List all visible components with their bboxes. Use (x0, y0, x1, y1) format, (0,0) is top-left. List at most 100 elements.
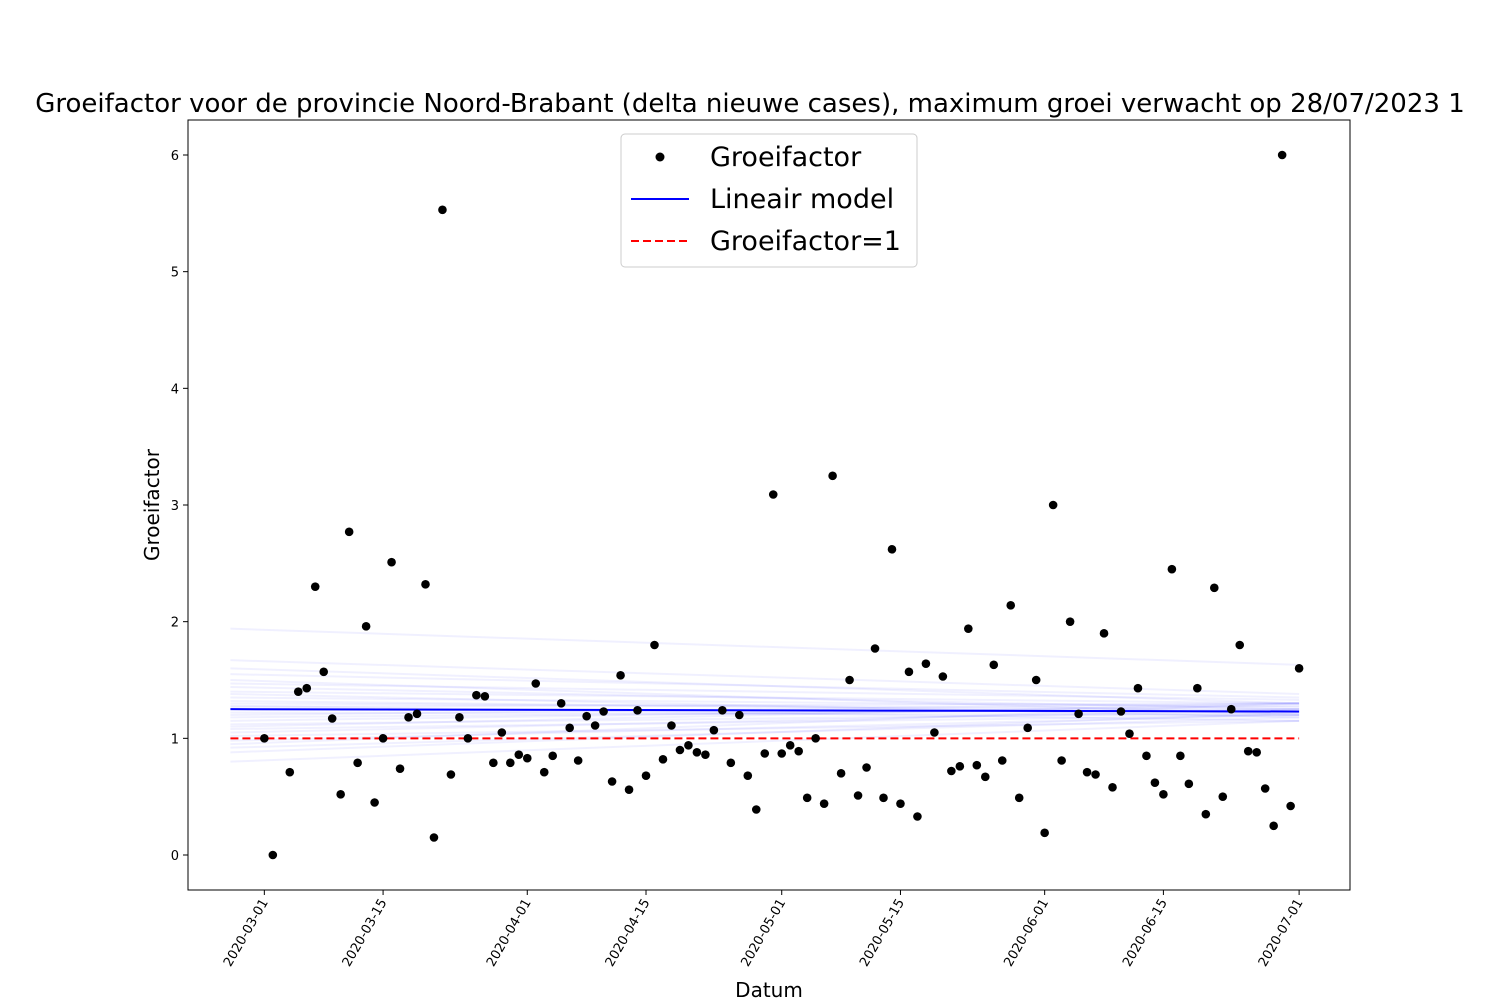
data-point (862, 763, 871, 772)
data-point (387, 557, 396, 567)
data-point (1260, 784, 1270, 793)
data-point (726, 758, 736, 768)
data-point (1159, 790, 1168, 799)
data-point (1031, 675, 1041, 685)
data-point (514, 750, 524, 759)
data-point (785, 741, 795, 750)
data-point (675, 745, 685, 755)
data-point (556, 699, 566, 708)
y-tick-label: 5 (171, 266, 179, 281)
data-point (463, 734, 473, 743)
x-tick-label: 2020-03-15 (340, 897, 391, 970)
data-point (760, 749, 770, 758)
bootstrap-line (230, 682, 1300, 701)
y-tick-label: 1 (171, 732, 179, 747)
data-point (1074, 709, 1083, 719)
data-point (336, 790, 345, 799)
x-tick-label: 2020-06-15 (1120, 897, 1171, 970)
y-axis: 0 1 2 3 4 5 6 (171, 149, 188, 864)
data-point (446, 770, 456, 779)
data-point (260, 734, 269, 743)
data-point (819, 799, 829, 808)
data-point (896, 799, 905, 808)
data-point (1082, 767, 1092, 777)
data-point (955, 762, 965, 771)
data-point (930, 728, 939, 737)
data-point (658, 755, 668, 764)
y-tick-label: 2 (171, 616, 179, 631)
data-point (879, 793, 888, 803)
bootstrap-line (230, 659, 1300, 695)
data-point (1235, 640, 1245, 650)
data-point (904, 667, 914, 677)
data-point (548, 751, 558, 761)
data-point (582, 711, 591, 721)
data-point (489, 758, 498, 768)
data-point (412, 709, 422, 719)
data-point (921, 659, 931, 668)
data-point (1150, 778, 1160, 787)
data-point (913, 812, 922, 821)
data-points (260, 150, 1304, 860)
data-point (404, 713, 413, 722)
bootstrap-line (230, 686, 1300, 711)
data-point (1252, 748, 1262, 757)
data-point (1065, 617, 1075, 626)
data-point (590, 721, 600, 730)
data-point (429, 833, 439, 842)
data-point (1023, 723, 1032, 733)
data-point (522, 753, 532, 763)
data-point (1133, 683, 1143, 693)
data-point (361, 622, 371, 631)
data-point (599, 707, 608, 716)
data-point (268, 850, 278, 860)
y-axis-label: Groeifactor (140, 448, 164, 561)
legend-label-groeifactor: Groeifactor (710, 142, 862, 173)
data-point (438, 205, 447, 215)
bootstrap-line (230, 714, 1300, 730)
data-point (1226, 704, 1236, 714)
data-point (293, 687, 303, 696)
data-point (938, 672, 948, 681)
data-point (565, 723, 574, 733)
data-point (1277, 150, 1287, 160)
bootstrap-line (230, 696, 1300, 708)
x-tick-label: 2020-04-01 (484, 897, 535, 970)
data-point (989, 660, 999, 670)
x-tick-label: 2020-05-15 (857, 897, 908, 970)
bootstrap-line (230, 719, 1300, 763)
data-point (1218, 792, 1228, 801)
y-tick-label: 6 (171, 149, 179, 164)
data-point (327, 714, 337, 723)
data-point (455, 713, 464, 722)
data-point (887, 545, 897, 554)
x-axis-label: Datum (735, 978, 803, 1000)
data-point (370, 798, 379, 807)
data-point (395, 764, 405, 773)
data-point (1057, 756, 1066, 765)
data-point (1201, 809, 1211, 819)
data-point (718, 706, 727, 715)
data-point (506, 758, 515, 768)
data-point (1091, 770, 1100, 779)
y-tick-label: 4 (171, 382, 179, 397)
bootstrap-line (230, 667, 1300, 705)
data-point (853, 791, 863, 800)
data-point (870, 644, 880, 653)
data-point (743, 771, 753, 780)
x-tick-label: 2020-03-01 (221, 897, 272, 970)
data-point (480, 692, 490, 701)
data-point (1167, 564, 1177, 574)
bootstrap-line (230, 704, 1300, 722)
x-tick-label: 2020-05-01 (738, 897, 789, 970)
data-point (828, 471, 837, 481)
data-point (964, 624, 973, 633)
data-point (607, 777, 617, 786)
data-point (1099, 629, 1109, 638)
data-point (802, 793, 812, 803)
data-point (353, 758, 362, 768)
legend-label-groeifactor-1: Groeifactor=1 (710, 226, 901, 257)
chart-title: Groeifactor voor de provincie Noord-Brab… (35, 89, 1465, 119)
legend-marker-groeifactor (655, 152, 665, 162)
data-point (624, 785, 634, 794)
